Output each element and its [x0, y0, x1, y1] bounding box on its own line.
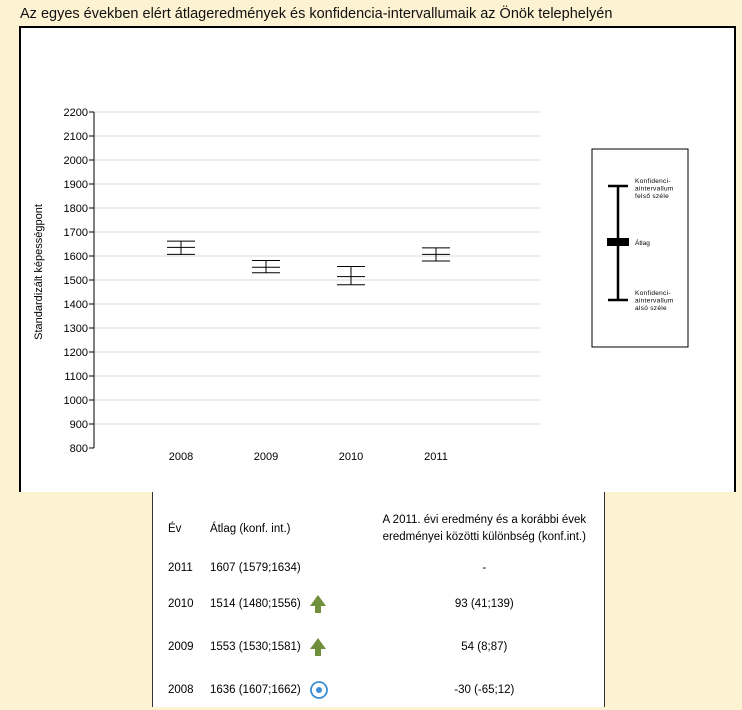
errorbar-2010 [337, 266, 365, 286]
legend-mean-marker [607, 238, 629, 246]
cell-average-text: 1553 (1530;1581) [209, 641, 301, 653]
cell-difference: - [482, 562, 487, 574]
errorbar-2008 [167, 240, 195, 255]
up-arrow-icon [309, 637, 327, 657]
table-row: 2009 1553 (1530;1581) 54 (8;87) [163, 624, 604, 670]
y-tick-label: 1900 [64, 179, 88, 191]
y-tick-label: 1300 [64, 323, 88, 335]
chart-panel: 800 900 1000 1100 1200 1300 1400 1500 1600 1700 18… [19, 26, 736, 492]
comparison-table: Év Átlag (konf. int.) A 2011. évi eredmé… [163, 506, 604, 710]
y-tick-label: 800 [70, 443, 88, 455]
y-tick-label: 2100 [64, 131, 88, 143]
x-tick-label: 2008 [169, 451, 193, 463]
legend-box [591, 148, 689, 348]
comparison-table-panel: Év Átlag (konf. int.) A 2011. évi eredmé… [152, 492, 605, 707]
y-tick-label: 1200 [64, 347, 88, 359]
chart-svg: 800 900 1000 1100 1200 1300 1400 1500 1600 1700 18… [33, 107, 689, 463]
legend-lower-label: alsó széle [635, 305, 667, 312]
cell-average-text: 1514 (1480;1556) [209, 598, 301, 610]
cell-average-text: 1636 (1607;1662) [209, 684, 301, 696]
up-arrow-icon [309, 594, 327, 614]
y-tick-label: 2200 [64, 107, 88, 119]
x-tick-label: 2011 [424, 451, 448, 463]
page-title: Az egyes években elért átlageredmények é… [20, 6, 613, 22]
y-tick-label: 1000 [64, 395, 88, 407]
y-tick-label: 900 [70, 419, 88, 431]
table-row: 2010 1514 (1480;1556) 93 (41;139) [163, 584, 604, 624]
cell-year: 2009 [168, 641, 194, 653]
legend-lower-label: Konfidenci- [635, 290, 671, 297]
y-axis-label: Standardizált képességpont [33, 204, 45, 340]
legend-mean-label: Átlag [635, 238, 650, 247]
errorbar-2011 [422, 247, 450, 262]
legend-upper-label: Konfidenci- [635, 178, 671, 185]
y-tick-label: 1400 [64, 299, 88, 311]
legend-lower-label: aintervallum [635, 298, 674, 305]
table-row: 2011 1607 (1579;1634) - [163, 552, 604, 584]
x-tick-label: 2009 [254, 451, 278, 463]
cell-average-text: 1607 (1579;1634) [209, 561, 301, 574]
cell-difference: -30 (-65;12) [454, 684, 515, 696]
y-tick-label: 1700 [64, 227, 88, 239]
y-tick-label: 1800 [64, 203, 88, 215]
cell-average: 1553 (1530;1581) [210, 624, 365, 670]
x-tick-label: 2010 [339, 451, 363, 463]
cell-average: 1514 (1480;1556) [210, 584, 365, 624]
circle-dot-icon [309, 680, 328, 700]
header-average: Átlag (konf. int.) [209, 523, 291, 535]
header-difference: A 2011. évi eredmény és a korábbi évek e… [365, 506, 604, 552]
y-tick-label: 2000 [64, 155, 88, 167]
cell-difference: 93 (41;139) [454, 598, 514, 610]
header-difference-line2: eredményei közötti különbség (konf.int.) [382, 531, 586, 543]
cell-year: 2011 [168, 562, 193, 574]
cell-year: 2008 [168, 684, 194, 696]
cell-year: 2010 [168, 598, 194, 610]
legend-upper-label: aintervallum [635, 186, 674, 193]
cell-average: 1607 (1579;1634) [210, 552, 365, 584]
legend-upper-label: felső széle [635, 193, 669, 200]
header-difference-line1: A 2011. évi eredmény és a korábbi évek [382, 514, 587, 526]
errorbar-2009 [252, 260, 280, 274]
table-row: 2008 1636 (1607;1662) -30 (-65;12) [163, 670, 604, 710]
y-tick-label: 1500 [64, 275, 88, 287]
y-tick-label: 1600 [64, 251, 88, 263]
cell-difference: 54 (8;87) [461, 641, 508, 653]
header-year: Év [168, 523, 182, 535]
y-tick-label: 1100 [64, 371, 88, 383]
cell-average: 1636 (1607;1662) [210, 670, 365, 710]
